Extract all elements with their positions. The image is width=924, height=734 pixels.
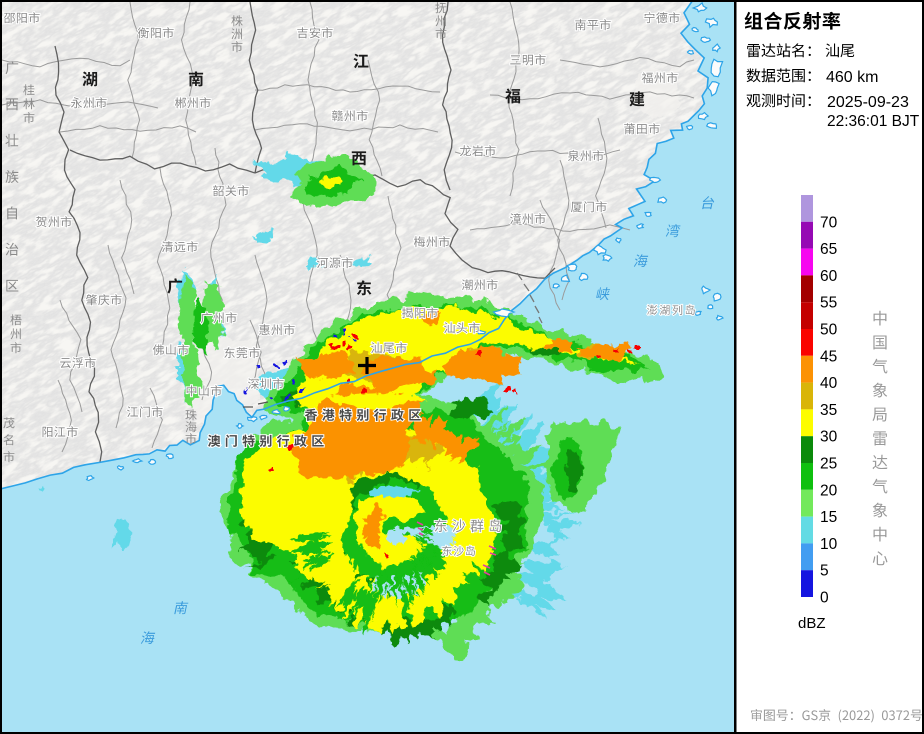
svg-text:50: 50	[820, 322, 838, 339]
svg-text:55: 55	[820, 295, 837, 312]
svg-text:65: 65	[820, 241, 837, 258]
svg-text:0: 0	[820, 590, 829, 607]
svg-text:5: 5	[820, 563, 829, 580]
svg-text:460 km: 460 km	[826, 69, 878, 86]
svg-text:45: 45	[820, 348, 837, 365]
svg-text:30: 30	[820, 429, 838, 446]
svg-text:40: 40	[820, 375, 838, 392]
svg-text:dBZ: dBZ	[798, 615, 826, 632]
svg-text:2025-09-23: 2025-09-23	[827, 94, 909, 111]
svg-text:22:36:01 BJT: 22:36:01 BJT	[827, 113, 920, 130]
svg-text:70: 70	[820, 214, 838, 231]
svg-text:35: 35	[820, 402, 837, 419]
svg-text:25: 25	[820, 456, 837, 473]
svg-text:10: 10	[820, 536, 838, 553]
svg-text:15: 15	[820, 509, 837, 526]
svg-text:20: 20	[820, 482, 838, 499]
svg-text:60: 60	[820, 268, 838, 285]
